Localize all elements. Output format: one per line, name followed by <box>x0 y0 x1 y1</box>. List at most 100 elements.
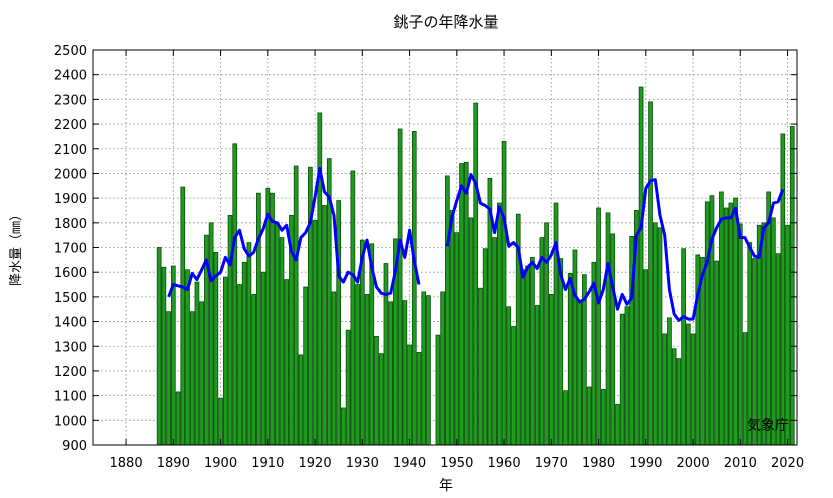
bar <box>671 348 677 446</box>
bar <box>468 217 474 446</box>
bar <box>577 300 582 446</box>
x-tick-label: 1960 <box>488 456 521 471</box>
bar <box>624 306 630 446</box>
bar <box>454 232 460 446</box>
bar <box>728 202 734 446</box>
bar <box>657 227 663 446</box>
bar <box>676 358 682 446</box>
bar <box>374 335 379 446</box>
bar <box>719 191 724 446</box>
bar <box>704 201 710 446</box>
bar <box>303 286 308 446</box>
bar <box>662 333 668 446</box>
bar <box>166 311 171 446</box>
bar <box>208 222 214 446</box>
bar <box>780 133 786 446</box>
x-tick-label: 1920 <box>299 456 332 471</box>
bar <box>775 253 781 446</box>
x-axis: 1880 1890 1900 1910 1920 1930 1940 1950 1960 1970… <box>110 50 804 471</box>
bar <box>222 276 228 446</box>
bar <box>189 311 195 446</box>
bar <box>383 263 389 446</box>
bar <box>615 403 620 446</box>
bar <box>378 353 384 446</box>
x-tick-label: 2020 <box>771 456 804 471</box>
bar <box>156 247 162 446</box>
bar <box>544 222 549 446</box>
bar <box>492 237 497 446</box>
bar <box>600 389 606 446</box>
bar <box>293 165 299 446</box>
x-tick-label: 1990 <box>629 456 662 471</box>
bar <box>298 354 304 446</box>
bar <box>605 212 611 446</box>
x-tick-label: 1900 <box>204 456 237 471</box>
x-axis-label: 年 <box>439 478 453 494</box>
bar <box>511 326 516 446</box>
bar <box>563 390 568 446</box>
bar <box>426 295 431 446</box>
bar <box>766 191 771 446</box>
bar <box>445 175 450 446</box>
bar <box>714 260 720 446</box>
y-tick-label: 1400 <box>54 316 87 331</box>
bar <box>246 242 252 446</box>
y-tick-label: 2300 <box>54 93 87 108</box>
bar <box>341 407 346 446</box>
chart-title: 銚子の年降水量 <box>393 13 498 31</box>
bar-series <box>156 86 795 446</box>
bar <box>747 242 753 446</box>
x-tick-label: 1970 <box>535 456 568 471</box>
bar <box>407 344 412 446</box>
bar <box>180 186 186 446</box>
bar <box>737 223 743 446</box>
bar <box>331 291 337 446</box>
x-tick-label: 1950 <box>440 456 473 471</box>
bar <box>388 301 394 446</box>
bar <box>638 86 644 446</box>
bar <box>435 334 441 446</box>
bar <box>496 202 502 446</box>
bar <box>482 248 488 446</box>
bar <box>322 205 327 446</box>
x-tick-label: 1930 <box>346 456 379 471</box>
y-axis: 900 1000 1100 1200 1300 1400 1500 1600 1700 1800 1… <box>54 44 797 454</box>
y-tick-label: 1800 <box>54 217 87 232</box>
bar <box>789 126 795 446</box>
bar <box>449 210 455 446</box>
bar <box>610 233 616 446</box>
bar <box>260 271 266 446</box>
bar <box>213 252 219 446</box>
bar <box>279 237 285 446</box>
annotation-source: 気象庁 <box>747 418 789 434</box>
bar <box>785 224 790 446</box>
y-tick-label: 2500 <box>54 44 87 59</box>
bar <box>643 269 649 446</box>
y-axis-label: 降水量（㎜） <box>9 208 24 286</box>
bar <box>175 391 181 446</box>
y-tick-label: 1700 <box>54 242 87 257</box>
y-tick-label: 2400 <box>54 69 87 84</box>
bar <box>355 284 360 446</box>
bar <box>596 207 601 446</box>
bar <box>652 222 658 446</box>
y-tick-label: 1200 <box>54 365 87 380</box>
bar <box>548 294 554 446</box>
bar <box>416 352 422 446</box>
bar <box>539 237 545 446</box>
bar <box>185 269 190 446</box>
bar <box>421 291 427 446</box>
bar <box>771 217 776 446</box>
bar <box>690 333 696 446</box>
bar <box>256 192 261 446</box>
x-tick-label: 1980 <box>582 456 615 471</box>
bar <box>723 207 729 446</box>
bar <box>506 306 512 446</box>
x-tick-label: 2010 <box>724 456 757 471</box>
bar <box>525 265 531 446</box>
bar <box>534 305 540 446</box>
bar <box>520 269 526 446</box>
bar <box>402 300 408 446</box>
bar <box>586 386 592 446</box>
